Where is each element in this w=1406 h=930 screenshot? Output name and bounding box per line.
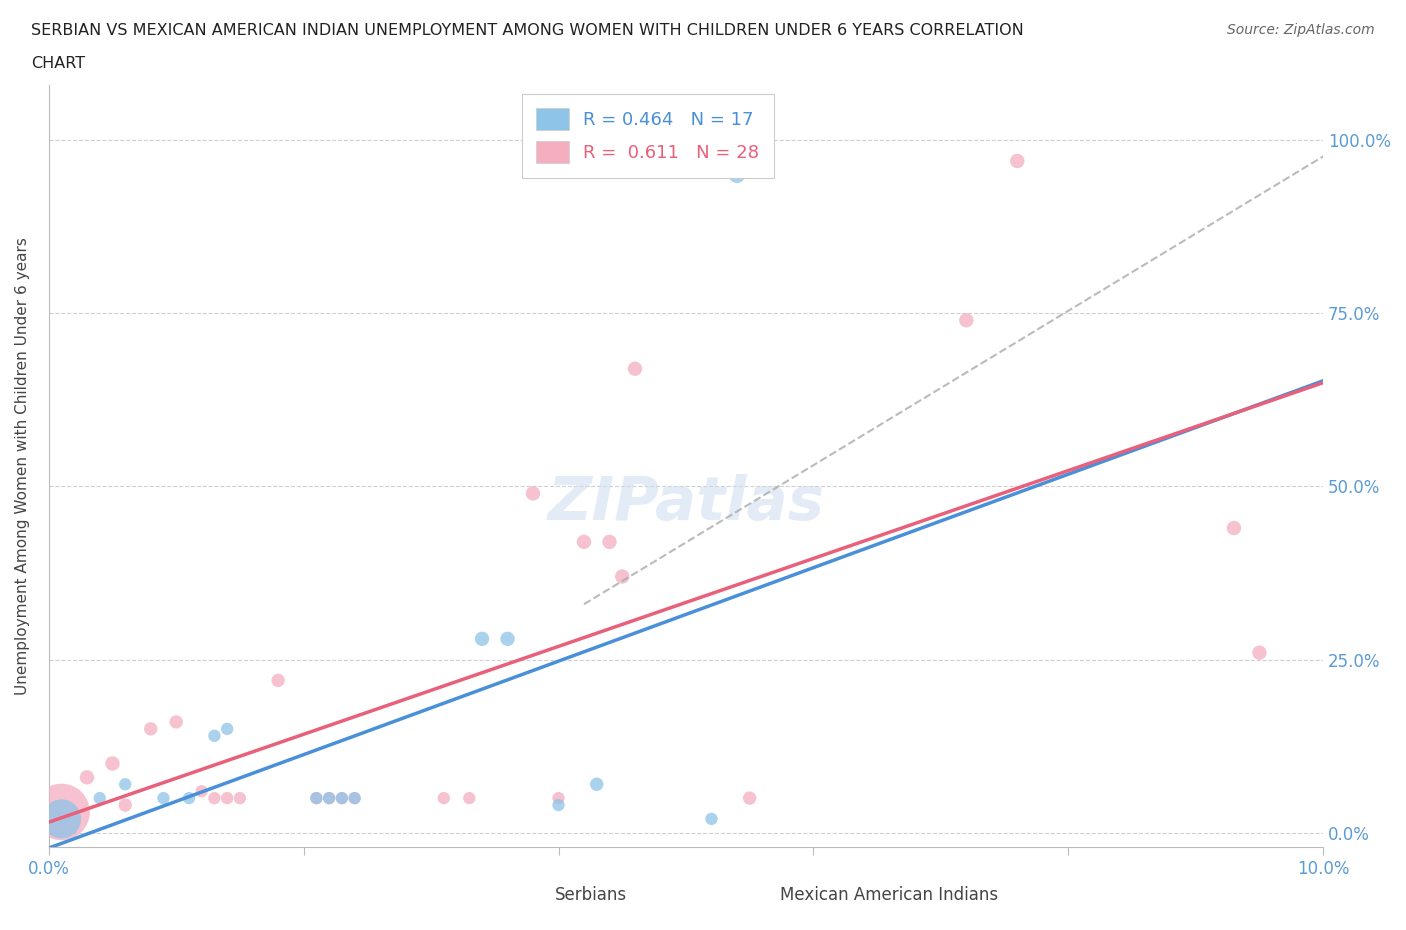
Point [330, 790, 353, 805]
Point [547, 790, 569, 805]
Text: ZIPatlas: ZIPatlas [547, 474, 824, 533]
Point [89, 790, 111, 805]
Point [738, 790, 761, 805]
Point [217, 790, 239, 805]
Text: CHART: CHART [31, 56, 84, 71]
Point [51, 804, 73, 819]
Point [318, 790, 340, 805]
Point [177, 790, 200, 805]
Text: SERBIAN VS MEXICAN AMERICAN INDIAN UNEMPLOYMENT AMONG WOMEN WITH CHILDREN UNDER : SERBIAN VS MEXICAN AMERICAN INDIAN UNEMP… [31, 23, 1024, 38]
Point [76, 770, 98, 785]
Point [572, 535, 595, 550]
Point [624, 361, 647, 376]
Point [229, 790, 252, 805]
Point [152, 790, 174, 805]
Point [101, 756, 124, 771]
Point [1223, 521, 1246, 536]
Point [725, 167, 748, 182]
Point [700, 812, 723, 827]
Point [496, 631, 519, 646]
Text: Source: ZipAtlas.com: Source: ZipAtlas.com [1227, 23, 1375, 37]
Point [955, 312, 977, 327]
Point [330, 790, 353, 805]
Point [305, 790, 328, 805]
Point [547, 798, 569, 813]
Point [585, 777, 607, 791]
Text: Serbians: Serbians [555, 886, 627, 904]
Point [51, 812, 73, 827]
Point [343, 790, 366, 805]
Point [433, 790, 456, 805]
Point [318, 790, 340, 805]
Point [598, 535, 620, 550]
Point [305, 790, 328, 805]
Point [471, 631, 494, 646]
Point [612, 569, 634, 584]
Point [165, 714, 187, 729]
Point [458, 790, 481, 805]
Point [204, 790, 226, 805]
Point [217, 722, 239, 737]
Point [1249, 645, 1271, 660]
Point [114, 798, 136, 813]
Point [139, 722, 162, 737]
Point [190, 784, 212, 799]
Point [1007, 153, 1029, 168]
Point [343, 790, 366, 805]
Legend: R = 0.464   N = 17, R =  0.611   N = 28: R = 0.464 N = 17, R = 0.611 N = 28 [522, 94, 773, 178]
Point [267, 673, 290, 688]
Text: Mexican American Indians: Mexican American Indians [780, 886, 998, 904]
Point [204, 728, 226, 743]
Y-axis label: Unemployment Among Women with Children Under 6 years: Unemployment Among Women with Children U… [15, 237, 30, 695]
Point [114, 777, 136, 791]
Point [522, 486, 544, 501]
